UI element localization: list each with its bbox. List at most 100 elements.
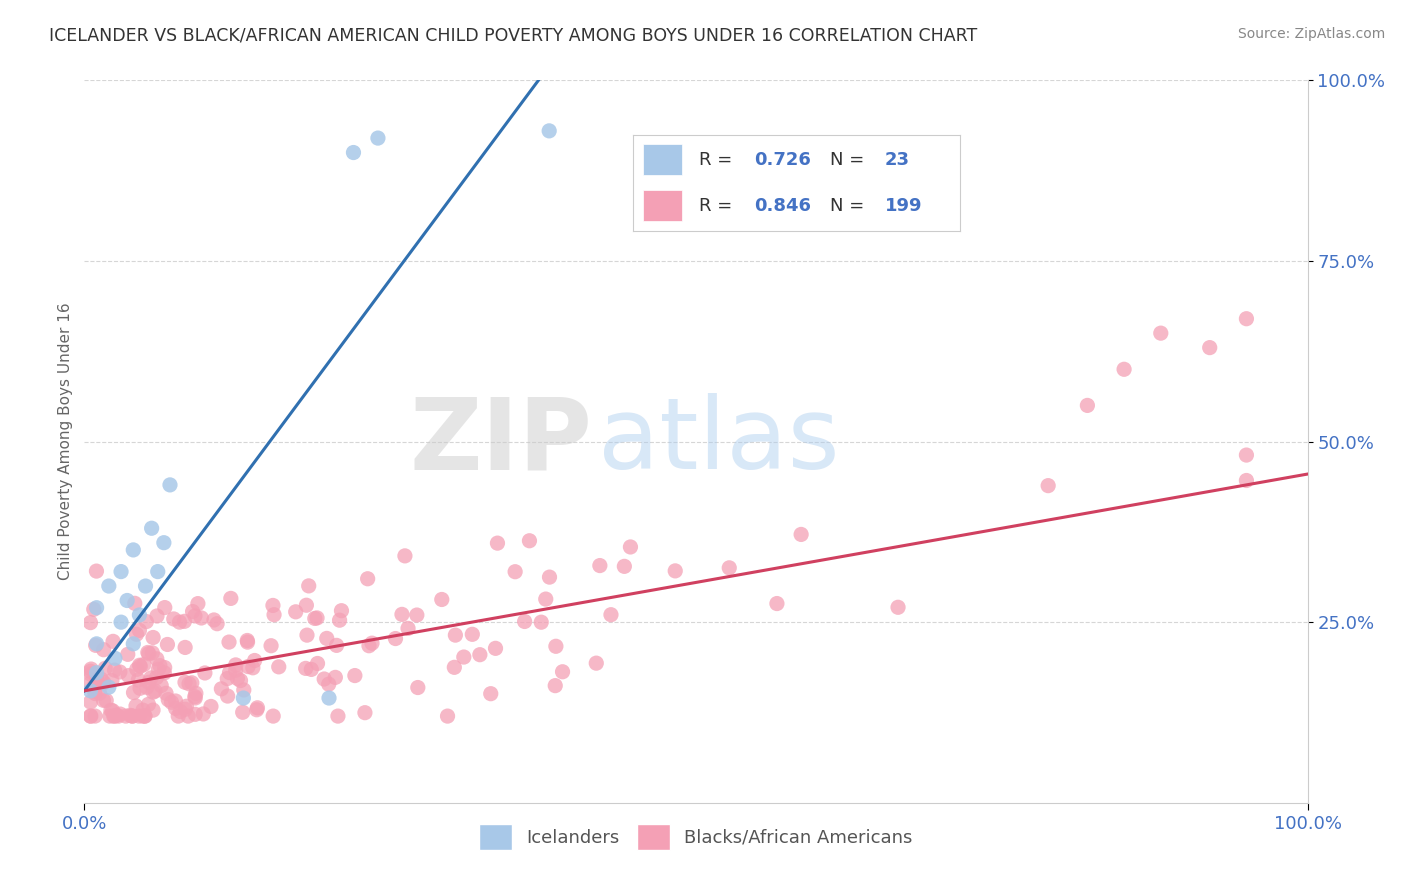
Point [190, 611, 212, 625]
Point [134, 709, 156, 723]
Point [79, 615, 101, 630]
Point [121, 709, 143, 723]
Point [361, 636, 384, 650]
Point [396, 621, 419, 635]
Point [79, 676, 101, 690]
Point [405, 608, 427, 623]
Point [134, 709, 156, 723]
Point [613, 559, 636, 574]
Point [142, 685, 165, 699]
Point [174, 640, 197, 655]
Text: 0.846: 0.846 [755, 196, 811, 215]
Point [108, 665, 131, 679]
Point [619, 540, 641, 554]
Point [117, 648, 139, 662]
Point [114, 709, 136, 723]
Point [136, 645, 159, 659]
Point [139, 671, 162, 685]
Point [262, 709, 284, 723]
Point [1236, 474, 1258, 488]
Point [142, 631, 165, 645]
Point [159, 478, 181, 492]
Point [84, 709, 107, 723]
Point [443, 660, 465, 674]
Text: 0.726: 0.726 [755, 151, 811, 169]
Point [86, 564, 108, 578]
Point [146, 609, 169, 624]
Point [86, 665, 108, 680]
Point [384, 632, 406, 646]
Point [236, 635, 259, 649]
Text: 23: 23 [886, 151, 910, 169]
Point [538, 570, 561, 584]
Point [115, 593, 138, 607]
Point [79, 665, 101, 679]
Point [486, 536, 509, 550]
Point [80, 709, 103, 723]
Point [132, 657, 155, 672]
Point [101, 673, 124, 688]
Point [544, 679, 567, 693]
Point [356, 572, 378, 586]
Point [157, 692, 180, 706]
Point [194, 665, 217, 680]
Point [153, 660, 176, 674]
Point [391, 607, 413, 622]
Point [600, 607, 623, 622]
Point [284, 605, 307, 619]
Point [468, 648, 491, 662]
Point [664, 564, 686, 578]
Point [519, 533, 541, 548]
Point [479, 687, 502, 701]
Text: ZIP: ZIP [409, 393, 592, 490]
Text: N =: N = [830, 151, 869, 169]
Point [97, 579, 120, 593]
Point [129, 681, 152, 696]
Point [83, 680, 105, 694]
Point [132, 703, 155, 717]
Point [104, 709, 127, 723]
Point [135, 615, 157, 629]
Point [101, 634, 124, 648]
Point [484, 641, 506, 656]
Point [98, 709, 121, 723]
Point [307, 657, 329, 671]
Point [1036, 478, 1059, 492]
Point [367, 131, 389, 145]
Point [150, 679, 173, 693]
Point [513, 615, 536, 629]
Point [236, 633, 259, 648]
Point [125, 662, 148, 676]
Point [149, 658, 172, 673]
Point [530, 615, 553, 630]
Point [304, 611, 326, 625]
Point [298, 579, 321, 593]
Point [718, 561, 741, 575]
Point [100, 703, 122, 717]
Point [122, 637, 145, 651]
Point [163, 612, 186, 626]
Point [330, 604, 353, 618]
Point [127, 673, 149, 687]
Point [232, 691, 254, 706]
Point [202, 613, 225, 627]
Point [86, 637, 108, 651]
Point [169, 615, 191, 629]
Point [174, 702, 197, 716]
Point [135, 579, 157, 593]
Point [325, 670, 347, 684]
Point [325, 639, 347, 653]
Point [110, 565, 132, 579]
Point [128, 658, 150, 673]
Point [84, 687, 107, 701]
Point [209, 681, 232, 696]
Point [262, 599, 284, 613]
Point [184, 608, 207, 623]
Point [218, 635, 240, 649]
Point [299, 662, 322, 676]
Point [1114, 362, 1136, 376]
Point [318, 691, 340, 706]
Point [108, 707, 131, 722]
Point [217, 689, 239, 703]
Point [135, 681, 157, 695]
